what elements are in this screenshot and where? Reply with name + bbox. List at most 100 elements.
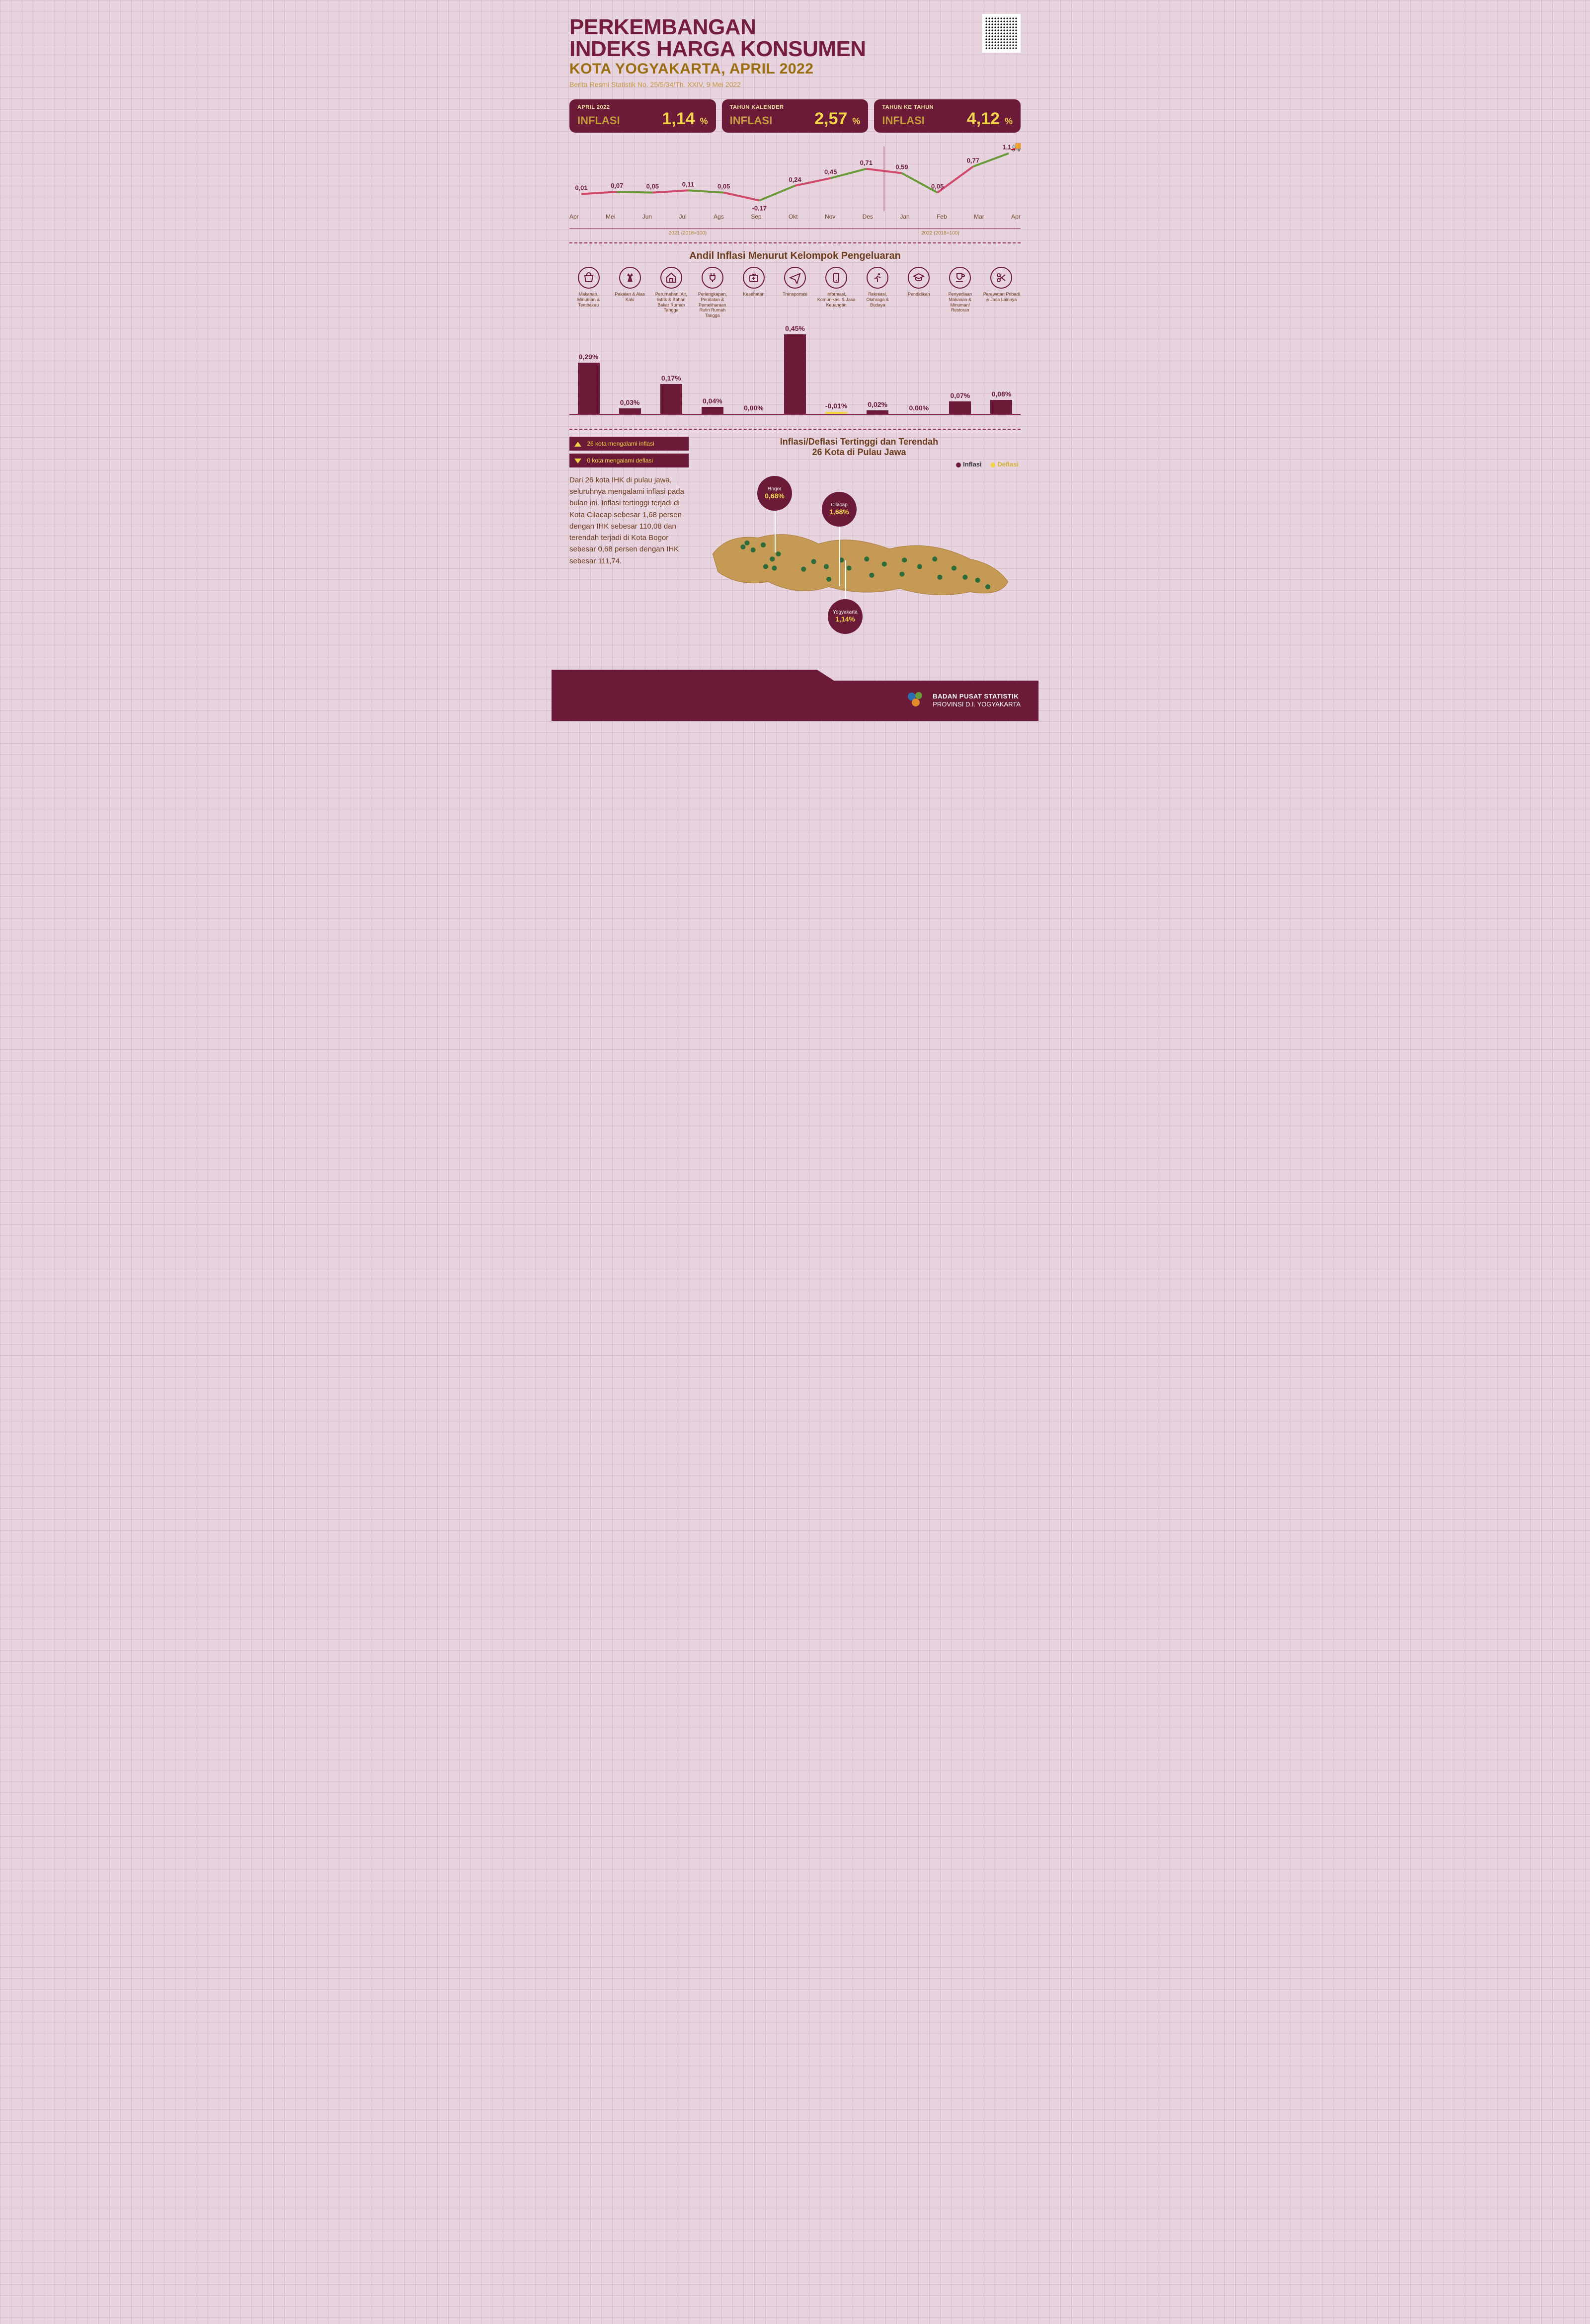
bar-rect [784,334,806,414]
month-label: Nov [825,213,835,220]
dress-icon [619,267,641,289]
release-meta: Berita Resmi Statistik No. 25/5/34/Th. X… [569,80,1021,88]
footer: BADAN PUSAT STATISTIK PROVINSI D.I. YOGY… [552,681,1038,721]
bar-value: 0,00% [909,404,929,412]
bar-value: 0,07% [951,391,970,399]
month-label: Des [863,213,873,220]
category-label: Pendidikan [900,292,938,314]
map-bubble: Cilacap1,68% [822,492,857,527]
stat-pct: % [1005,116,1013,127]
svg-text:0,01: 0,01 [575,184,587,192]
page-title-line1: PERKEMBANGAN [569,15,1021,40]
bar-rect [949,401,971,414]
bar-column: 0,08% [982,320,1021,414]
stat-value: 2,57 [814,109,847,129]
map-narrative: Dari 26 kota IHK di pulau jawa, seluruhn… [569,474,689,567]
footer-org-l1: BADAN PUSAT STATISTIK [933,693,1021,701]
bar-column: 0,03% [611,320,649,414]
category-label: Transportasi [776,292,814,314]
month-label: Feb [937,213,947,220]
monthly-line-chart: 0,010,070,050,110,05-0,170,240,450,710,5… [569,142,1021,229]
category-icons-row: Makanan, Minuman & TembakauPakaian & Ala… [569,267,1021,318]
map-svg [698,472,1021,626]
category-bar-chart: 0,29%0,03%0,17%0,04%0,00%0,45%-0,01%0,02… [569,320,1021,415]
svg-text:-0,17: -0,17 [752,205,767,211]
stat-pill-month: APRIL 2022 INFLASI 1,14 % [569,99,716,133]
triangle-up-icon [574,442,581,447]
month-label: Apr [569,213,579,220]
svg-text:0,59: 0,59 [895,163,908,170]
month-label: Jun [642,213,652,220]
bubble-city: Yogyakarta [833,610,858,615]
bar-rect [578,363,600,414]
bar-column: 0,00% [734,320,773,414]
triangle-down-icon [574,459,581,464]
qr-code [982,14,1021,53]
category-item: Penyediaan Makanan & Minuman/ Restoran [941,267,979,318]
bag-icon [578,267,600,289]
category-label: Informasi, Komunikasi & Jasa Keuangan [817,292,856,314]
stat-value: 1,14 [662,109,695,129]
section-divider [569,242,1021,243]
category-item: Kesehatan [734,267,773,318]
bar-column: 0,07% [941,320,979,414]
map-pin-stick [839,527,840,586]
svg-text:0,71: 0,71 [860,159,873,166]
bar-column: 0,00% [900,320,938,414]
axis-note-2022: 2022 (2018=100) [921,231,959,236]
bar-column: -0,01% [817,320,856,414]
month-label: Apr [1011,213,1021,220]
stat-value: 4,12 [967,109,1000,129]
month-label: Jan [900,213,909,220]
svg-text:0,05: 0,05 [717,183,730,190]
category-item: Rekreasi, Olahraga & Budaya [859,267,897,318]
svg-text:0,07: 0,07 [611,182,623,189]
category-item: Pakaian & Alas Kaki [611,267,649,318]
map-legend: Inflasi Deflasi [698,461,1019,468]
bar-value: 0,29% [579,353,599,361]
category-label: Perlengkapan, Peralatan & Pemeliharaan R… [693,292,731,318]
flag-inflasi: 26 kota mengalami inflasi [569,437,689,451]
axis-note-2021: 2021 (2018=100) [669,231,707,236]
bar-value: 0,08% [992,390,1012,398]
bar-value: -0,01% [825,402,847,410]
stat-pct: % [852,116,860,127]
footer-org-l2: PROVINSI D.I. YOGYAKARTA [933,700,1021,709]
line-chart-svg: 0,010,070,050,110,05-0,170,240,450,710,5… [569,142,1021,211]
bubble-city: Cilacap [831,502,847,508]
svg-text:0,24: 0,24 [789,176,801,183]
page-subtitle: KOTA YOGYAKARTA, APRIL 2022 [569,61,1021,77]
bar-column: 0,04% [693,320,731,414]
bar-rect [990,400,1012,414]
category-label: Perumahan, Air, listrik & Bahan Bakar Ru… [652,292,690,314]
category-item: Perawatan Pribadi & Jasa Lainnya [982,267,1021,318]
month-label: Jul [679,213,686,220]
month-label: Mei [606,213,615,220]
stat-label-metric: INFLASI [577,114,620,127]
svg-text:0,45: 0,45 [824,168,837,176]
bubble-value: 1,14% [835,615,855,623]
bar-rect [660,384,682,414]
category-label: Makanan, Minuman & Tembakau [569,292,608,314]
java-map: Bogor0,68%Cilacap1,68%Yogyakarta1,14% [698,472,1021,626]
bps-logo-icon [906,690,926,712]
bar-column: 0,29% [569,320,608,414]
bar-rect [702,407,723,414]
bar-value: 0,03% [620,398,640,406]
svg-text:0,05: 0,05 [931,183,944,190]
category-item: Pendidikan [900,267,938,318]
bubble-value: 0,68% [765,492,785,500]
legend-deflasi: Deflasi [997,461,1019,468]
bar-column: 0,02% [859,320,897,414]
month-label: Okt [789,213,798,220]
category-label: Penyediaan Makanan & Minuman/ Restoran [941,292,979,314]
stat-label-metric: INFLASI [882,114,925,127]
bar-value: 0,17% [661,374,681,382]
stat-label-metric: INFLASI [730,114,773,127]
bar-value: 0,00% [744,404,764,412]
month-label: Sep [751,213,761,220]
flag-text: 26 kota mengalami inflasi [587,440,654,447]
bar-value: 0,02% [868,400,887,408]
map-title-l2: 26 Kota di Pulau Jawa [698,447,1021,458]
stat-pill-yoy: TAHUN KE TAHUN INFLASI 4,12 % [874,99,1021,133]
